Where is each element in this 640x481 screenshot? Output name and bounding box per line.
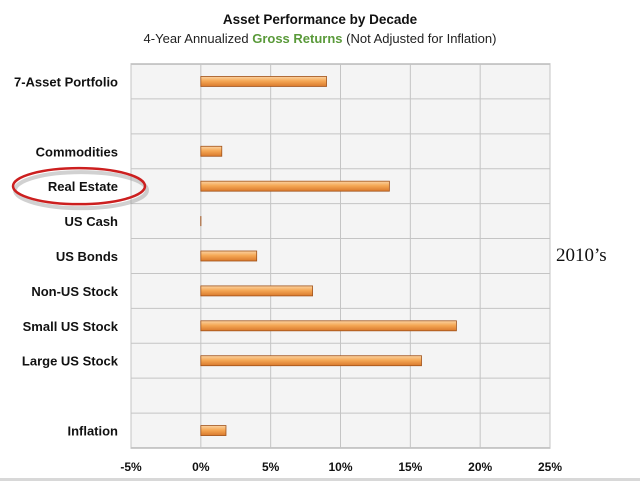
category-label: Non-US Stock: [31, 284, 118, 299]
bar: [200, 250, 258, 262]
category-label: Real Estate: [48, 179, 118, 194]
category-label: Commodities: [36, 144, 118, 159]
x-tick-label: 25%: [538, 460, 562, 474]
category-label: 7-Asset Portfolio: [14, 74, 118, 89]
subtitle-highlight: Gross Returns: [252, 31, 343, 46]
x-tick-label: 20%: [468, 460, 492, 474]
category-label: Inflation: [67, 424, 118, 439]
x-tick-label: 10%: [328, 460, 352, 474]
category-label: Large US Stock: [22, 354, 119, 369]
bar: [200, 180, 390, 192]
x-tick-label: 5%: [262, 460, 280, 474]
chart-subtitle: 4-Year Annualized Gross Returns (Not Adj…: [0, 31, 640, 46]
bar: [200, 285, 313, 297]
bottom-divider: [0, 478, 640, 481]
subtitle-prefix: 4-Year Annualized: [143, 31, 253, 46]
highlight-ellipse: [11, 166, 147, 206]
bar: [200, 425, 227, 436]
subtitle-suffix: (Not Adjusted for Inflation): [342, 31, 497, 46]
bar: [200, 76, 327, 87]
x-tick-label: 0%: [192, 460, 210, 474]
bar: [200, 320, 457, 332]
category-label: US Cash: [65, 214, 119, 229]
decade-annotation: 2010’s: [556, 245, 607, 266]
bar: [200, 145, 223, 157]
x-tick-label: -5%: [120, 460, 142, 474]
bar: [200, 355, 422, 367]
category-label: Small US Stock: [23, 319, 119, 334]
chart-title: Asset Performance by Decade: [222, 12, 418, 27]
category-label: US Bonds: [56, 249, 118, 264]
x-tick-label: 15%: [398, 460, 422, 474]
